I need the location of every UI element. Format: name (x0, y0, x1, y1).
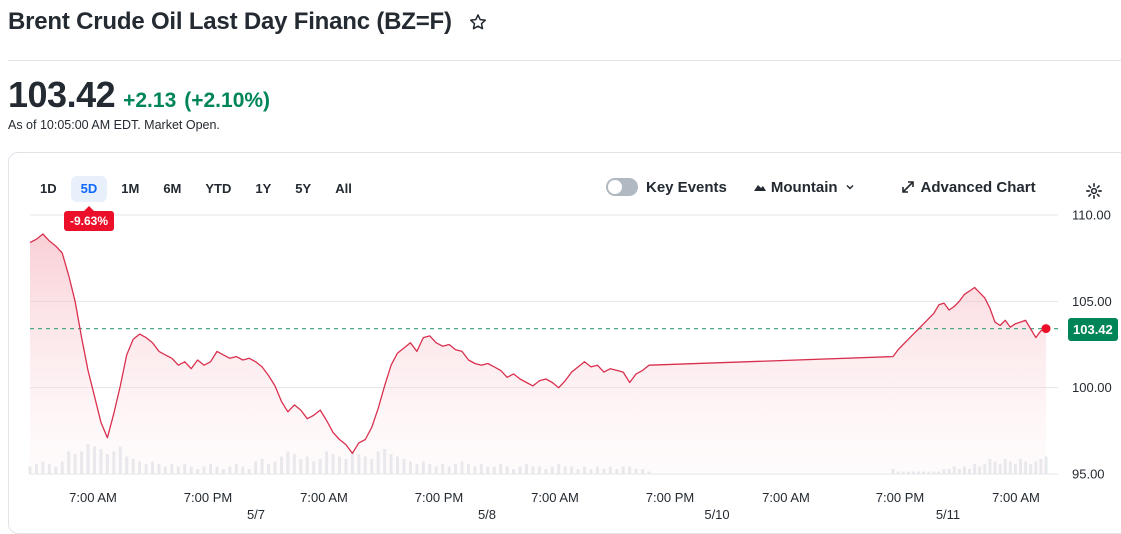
last-price-badge: 103.42 (1068, 318, 1118, 341)
chart-controls: Key Events Mountain Advanced Chart (606, 178, 1036, 196)
advanced-chart-label: Advanced Chart (920, 178, 1036, 196)
range-1d-button[interactable]: 1D (40, 181, 57, 196)
mountain-icon (753, 185, 766, 191)
key-events-toggle[interactable]: Key Events (606, 178, 727, 196)
y-tick-label: 110.00 (1072, 208, 1111, 223)
price-series-line (29, 233, 1047, 454)
last-price-dot (1041, 324, 1051, 334)
price-change-percent: (+2.10%) (184, 89, 271, 112)
x-tick-label: 7:00 PM (184, 490, 232, 505)
x-tick-label: 7:00 PM (646, 490, 694, 505)
price-change: +2.13 (123, 89, 177, 112)
page-title: Brent Crude Oil Last Day Financ (BZ=F) (8, 8, 452, 35)
range-all-button[interactable]: All (335, 181, 352, 196)
x-tick-label: 7:00 PM (415, 490, 463, 505)
y-axis-labels: 110.00 105.00 100.00 95.00 (1072, 208, 1112, 482)
x-tick-label: 7:00 AM (992, 490, 1040, 505)
range-selector: 1D 5D 1M 6M YTD 1Y 5Y All (30, 176, 366, 202)
x-date-label: 5/10 (704, 507, 729, 522)
x-tick-label: 7:00 AM (300, 490, 348, 505)
price-area-fill (30, 234, 1046, 474)
x-tick-label: 7:00 AM (69, 490, 117, 505)
y-tick-label: 100.00 (1072, 380, 1112, 395)
range-6m-button[interactable]: 6M (163, 181, 182, 196)
range-5y-button[interactable]: 5Y (295, 181, 312, 196)
gear-icon[interactable] (1085, 182, 1103, 200)
chevron-down-icon (846, 184, 854, 190)
star-icon[interactable] (468, 12, 488, 32)
range-5d-button[interactable]: 5D (70, 176, 108, 202)
expand-icon (901, 181, 914, 193)
toggle-switch-icon (606, 178, 638, 196)
price-area (30, 234, 1046, 474)
x-axis-labels: 7:00 AM 7:00 PM 7:00 AM 7:00 PM 7:00 AM 7:00 … (69, 490, 1040, 522)
y-tick-label: 105.00 (1072, 294, 1112, 309)
title-row: Brent Crude Oil Last Day Financ (BZ=F) (8, 8, 488, 36)
x-tick-label: 7:00 PM (876, 490, 924, 505)
period-change-badge: -9.63% (64, 206, 115, 231)
range-1m-button[interactable]: 1M (121, 181, 140, 196)
price-line (29, 233, 1051, 454)
header-divider (8, 60, 1121, 61)
range-ytd-button[interactable]: YTD (205, 181, 232, 196)
x-tick-label: 7:00 AM (762, 490, 810, 505)
advanced-chart-button[interactable]: Advanced Chart (901, 179, 1036, 196)
x-date-label: 5/11 (936, 507, 960, 522)
quote-price-row: 103.42 +2.13 (+2.10%) (8, 74, 270, 116)
x-tick-label: 7:00 AM (531, 490, 579, 505)
key-events-label: Key Events (646, 178, 727, 196)
chart-type-label: Mountain (770, 178, 838, 196)
range-1y-button[interactable]: 1Y (255, 181, 272, 196)
chart-type-dropdown[interactable]: Mountain (753, 179, 855, 196)
y-tick-label: 95.00 (1072, 467, 1105, 482)
x-date-label: 5/8 (478, 507, 496, 522)
x-date-label: 5/7 (247, 507, 265, 522)
last-price: 103.42 (8, 74, 116, 115)
quote-timestamp: As of 10:05:00 AM EDT. Market Open. (8, 118, 220, 132)
